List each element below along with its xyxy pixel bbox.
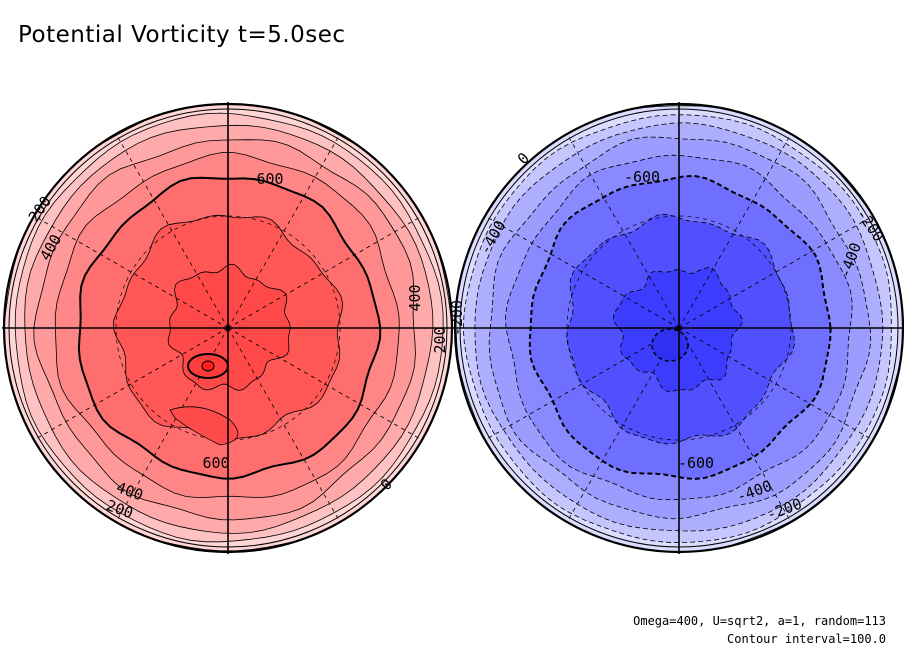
meridian-line	[566, 133, 680, 329]
chart-title: Potential Vorticity t=5.0sec	[18, 22, 346, 48]
contour-label: -600	[624, 168, 660, 186]
north-pole-frame: +	[2, 102, 454, 554]
pole-marker: +	[675, 324, 681, 335]
meridian-line	[678, 327, 792, 523]
contour-interval-note: Contour interval=100.0	[727, 632, 886, 646]
contour-label: -600	[678, 454, 714, 472]
vortex-blob	[651, 328, 689, 362]
south-pole-frame: +	[453, 102, 904, 554]
contour-label: 400	[406, 284, 424, 311]
contour-label: 600	[256, 170, 283, 188]
meridian-line	[33, 327, 229, 441]
contour-label: -200	[448, 300, 466, 336]
contour-label: 200	[431, 326, 449, 353]
meridian-line	[115, 133, 229, 329]
pole-marker: +	[224, 324, 230, 335]
vortex-core	[201, 360, 215, 372]
south-pole-panel	[455, 104, 903, 552]
meridian-line	[484, 327, 680, 441]
contour-labels: 20040060040020060040020000-600-200-400-4…	[25, 149, 888, 524]
meridian-line	[678, 215, 874, 329]
filament-feature	[169, 406, 239, 446]
meridian-line	[227, 215, 423, 329]
meridian-line	[227, 327, 341, 523]
parameters-note: Omega=400, U=sqrt2, a=1, random=113	[633, 614, 886, 628]
contour-label: 600	[202, 454, 229, 472]
